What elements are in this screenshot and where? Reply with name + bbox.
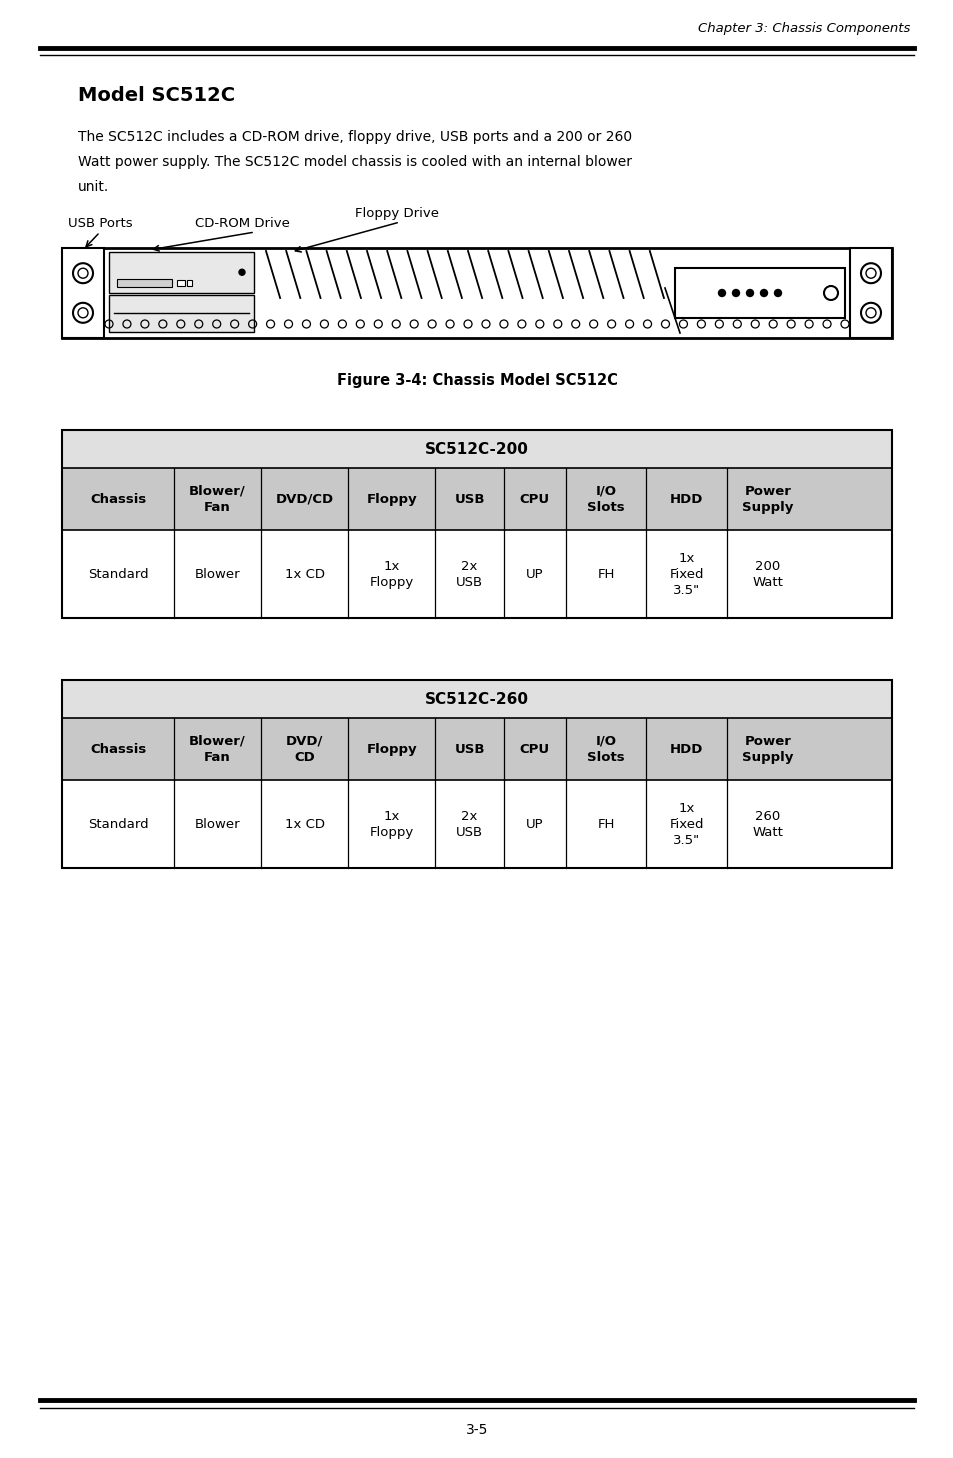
Text: FH: FH <box>597 818 614 831</box>
Text: Blower/
Fan: Blower/ Fan <box>189 484 246 513</box>
Bar <box>62 248 104 338</box>
Text: Floppy: Floppy <box>366 493 416 506</box>
Text: CPU: CPU <box>519 493 549 506</box>
Bar <box>62 248 891 338</box>
Text: 2x
USB: 2x USB <box>456 560 482 589</box>
Text: Standard: Standard <box>88 567 148 580</box>
Bar <box>62 531 891 618</box>
Bar <box>62 430 891 468</box>
Text: Floppy Drive: Floppy Drive <box>355 207 438 220</box>
Circle shape <box>718 290 724 296</box>
Text: 1x
Fixed
3.5": 1x Fixed 3.5" <box>669 802 703 847</box>
Text: SC512C-200: SC512C-200 <box>425 442 528 456</box>
Text: 3-5: 3-5 <box>465 1423 488 1438</box>
Text: Blower: Blower <box>194 567 240 580</box>
Text: Blower: Blower <box>194 818 240 831</box>
Text: I/O
Slots: I/O Slots <box>587 735 624 764</box>
Bar <box>109 252 253 293</box>
Text: Chapter 3: Chassis Components: Chapter 3: Chassis Components <box>697 22 909 35</box>
Circle shape <box>239 270 245 276</box>
Text: 1x CD: 1x CD <box>285 567 324 580</box>
Bar <box>62 430 891 618</box>
Bar <box>62 780 891 868</box>
Text: DVD/CD: DVD/CD <box>275 493 334 506</box>
Circle shape <box>732 290 739 296</box>
Bar <box>187 280 192 286</box>
Text: 1x
Floppy: 1x Floppy <box>370 809 414 838</box>
Text: 260
Watt: 260 Watt <box>752 809 782 838</box>
Text: Standard: Standard <box>88 818 148 831</box>
Text: FH: FH <box>597 567 614 580</box>
Circle shape <box>774 290 781 296</box>
Text: CPU: CPU <box>519 742 549 755</box>
Text: 1x CD: 1x CD <box>285 818 324 831</box>
Text: UP: UP <box>525 818 543 831</box>
Bar <box>109 295 253 332</box>
Bar <box>62 679 891 717</box>
Text: CD-ROM Drive: CD-ROM Drive <box>194 217 290 230</box>
Circle shape <box>760 290 767 296</box>
Bar <box>62 468 891 531</box>
Text: 2x
USB: 2x USB <box>456 809 482 838</box>
Text: Floppy: Floppy <box>366 742 416 755</box>
Text: USB: USB <box>454 493 484 506</box>
Text: USB Ports: USB Ports <box>68 217 132 230</box>
Text: UP: UP <box>525 567 543 580</box>
Circle shape <box>745 290 753 296</box>
Text: DVD/
CD: DVD/ CD <box>286 735 323 764</box>
Text: SC512C-260: SC512C-260 <box>424 691 529 707</box>
Bar <box>62 717 891 780</box>
Text: HDD: HDD <box>669 493 702 506</box>
Bar <box>117 278 172 287</box>
Text: Blower/
Fan: Blower/ Fan <box>189 735 246 764</box>
Text: The SC512C includes a CD-ROM drive, floppy drive, USB ports and a 200 or 260: The SC512C includes a CD-ROM drive, flop… <box>78 130 632 144</box>
Bar <box>62 679 891 868</box>
Text: Power
Supply: Power Supply <box>741 484 793 513</box>
Text: Watt power supply. The SC512C model chassis is cooled with an internal blower: Watt power supply. The SC512C model chas… <box>78 155 631 169</box>
Text: USB: USB <box>454 742 484 755</box>
Text: 1x
Fixed
3.5": 1x Fixed 3.5" <box>669 551 703 596</box>
Bar <box>177 280 185 286</box>
Text: Model SC512C: Model SC512C <box>78 86 234 105</box>
Text: Chassis: Chassis <box>90 742 146 755</box>
Text: HDD: HDD <box>669 742 702 755</box>
Text: Figure 3-4: Chassis Model SC512C: Figure 3-4: Chassis Model SC512C <box>336 372 617 388</box>
Text: Chassis: Chassis <box>90 493 146 506</box>
Text: 200
Watt: 200 Watt <box>752 560 782 589</box>
Text: I/O
Slots: I/O Slots <box>587 484 624 513</box>
Bar <box>849 248 891 338</box>
Bar <box>675 268 844 318</box>
Text: Power
Supply: Power Supply <box>741 735 793 764</box>
Text: unit.: unit. <box>78 179 110 194</box>
Text: 1x
Floppy: 1x Floppy <box>370 560 414 589</box>
